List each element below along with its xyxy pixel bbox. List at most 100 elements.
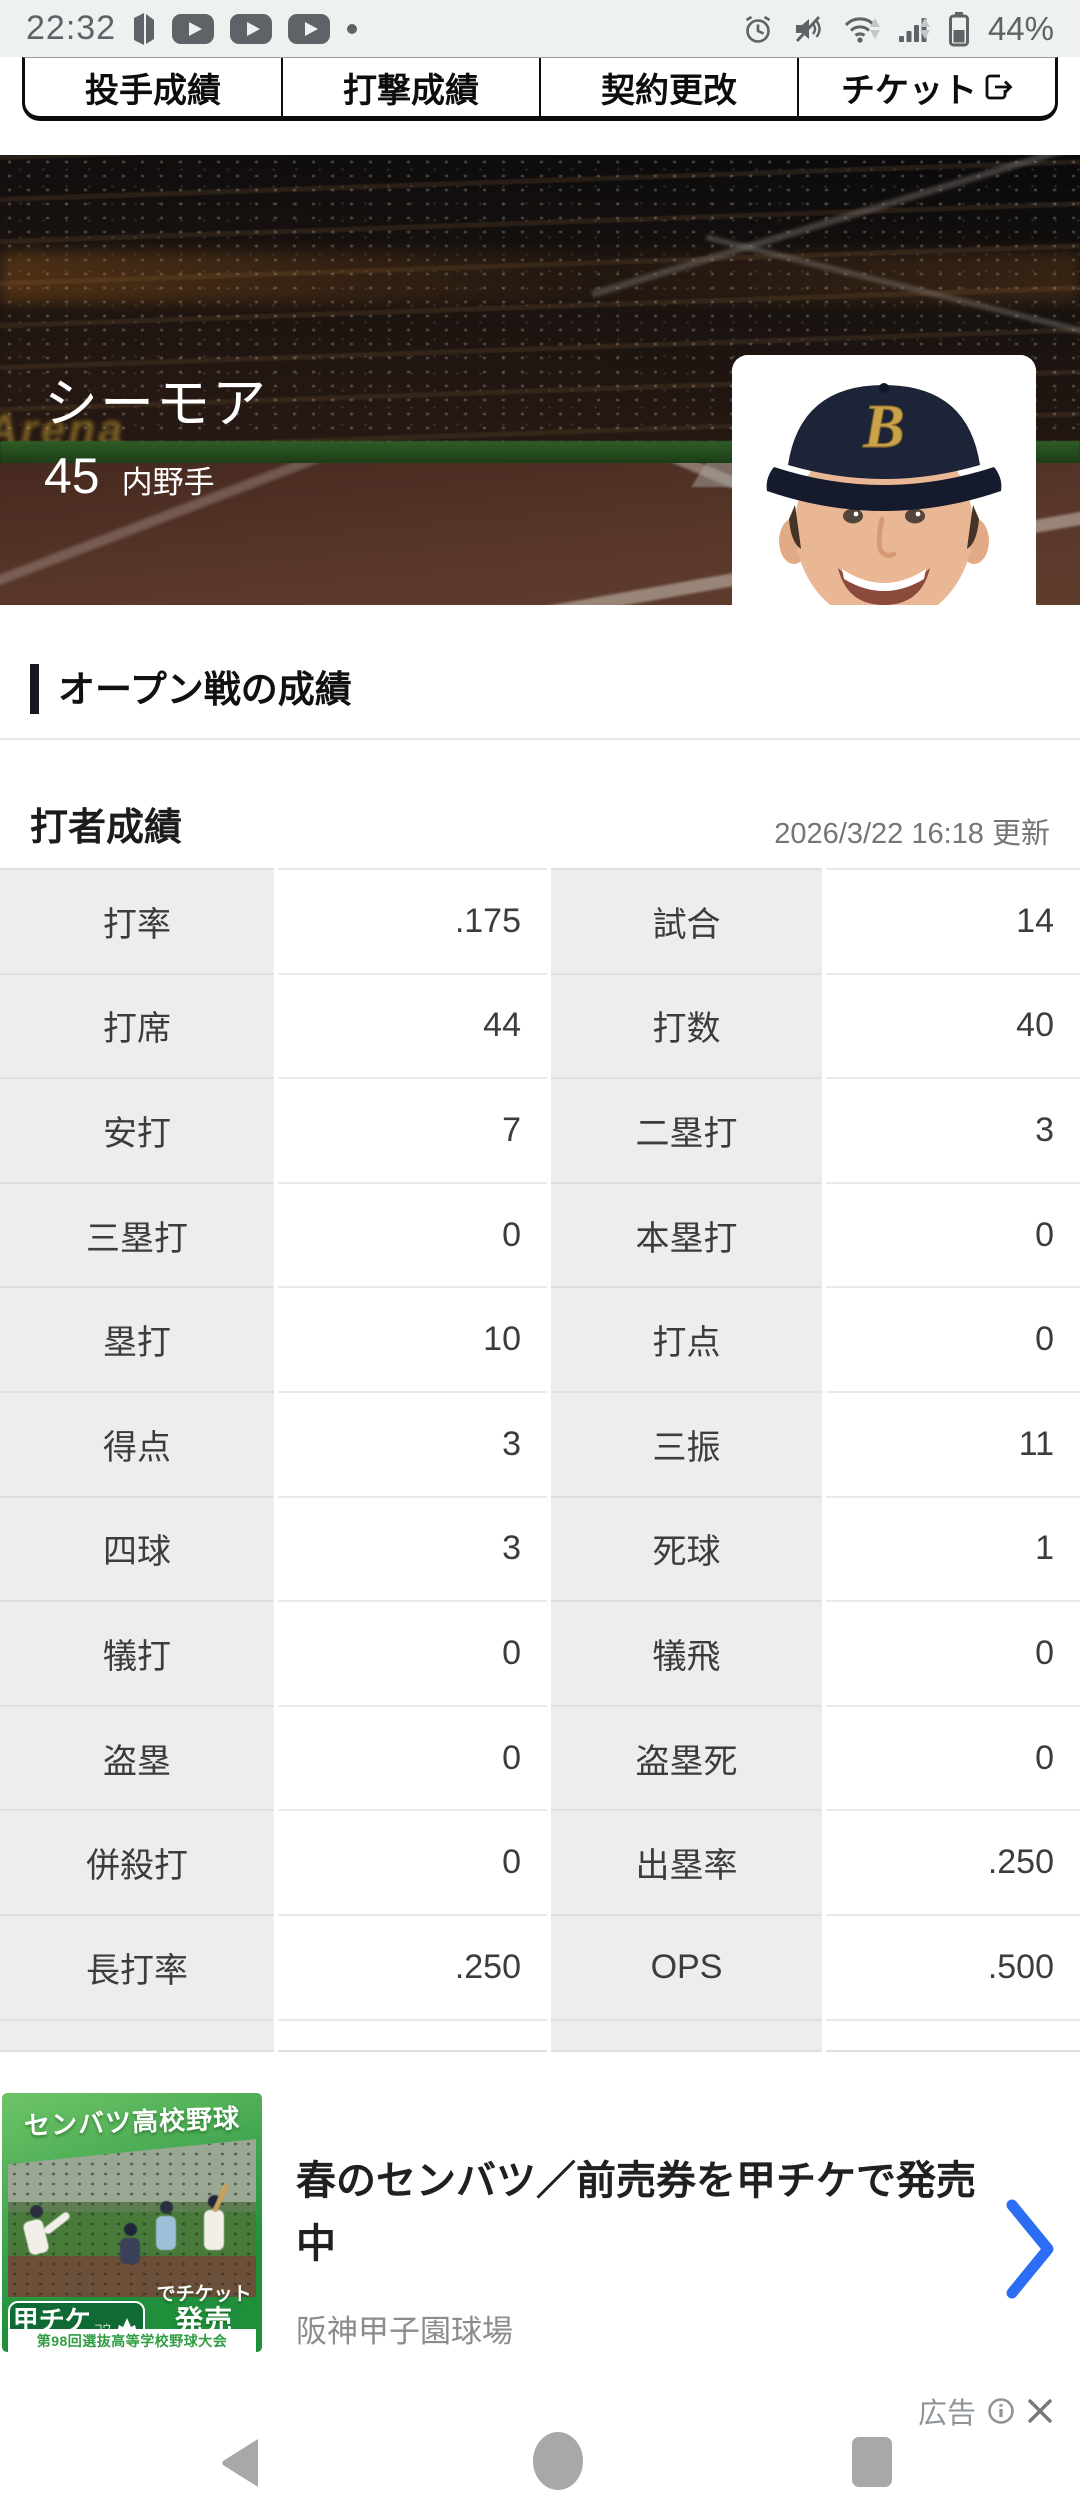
stat-value: 0 bbox=[826, 1600, 1080, 1705]
stat-label: 打数 bbox=[551, 972, 822, 1078]
table-row: 四球 3 死球 1 bbox=[0, 1495, 1080, 1601]
stat-label: 犠飛 bbox=[551, 1600, 822, 1705]
ad-image-footer-text: 第98回選抜高等学校野球大会 bbox=[8, 2329, 256, 2352]
ad-label: 広告 bbox=[917, 2398, 976, 2430]
wifi-activity-arrows bbox=[869, 18, 880, 39]
stat-label: 盗塁 bbox=[0, 1704, 274, 1810]
table-row: 塁打 10 打点 0 bbox=[0, 1286, 1080, 1391]
stat-value: .250 bbox=[278, 1913, 547, 2019]
ad-subtitle: 阪神甲子園球場 bbox=[296, 2314, 513, 2349]
ad-close-icon[interactable] bbox=[1026, 2397, 1054, 2425]
table-row: 長打率 .250 OPS .500 bbox=[0, 1913, 1080, 2019]
stat-value: 3 bbox=[278, 1390, 547, 1496]
tab-label: 打撃成績 bbox=[343, 71, 479, 110]
stat-label bbox=[0, 2018, 274, 2052]
table-row: 打席 44 打数 40 bbox=[0, 972, 1080, 1078]
stat-label: 盗塁死 bbox=[551, 1704, 822, 1810]
kochike-furigana: コウ bbox=[93, 2323, 112, 2333]
player-name: シーモア bbox=[44, 374, 268, 434]
notification-dot-icon bbox=[346, 23, 358, 35]
stat-value: 0 bbox=[826, 1181, 1080, 1287]
clock-text: 22:32 bbox=[26, 9, 117, 47]
status-bar-right: 44% bbox=[742, 10, 1054, 48]
stat-label bbox=[551, 2018, 822, 2052]
tab-tickets[interactable]: チケット bbox=[799, 58, 1055, 116]
table-row: 打率 .175 試合 14 bbox=[0, 868, 1080, 973]
stat-value: 40 bbox=[826, 972, 1080, 1078]
stat-value bbox=[826, 2018, 1080, 2052]
stat-label: 打点 bbox=[551, 1286, 822, 1391]
stat-label: 塁打 bbox=[0, 1286, 274, 1391]
table-row-clipped bbox=[0, 2018, 1080, 2052]
player-number: 45 bbox=[44, 448, 100, 504]
stat-label: 出塁率 bbox=[551, 1809, 822, 1914]
stat-label: OPS bbox=[551, 1913, 822, 2019]
stat-value: 3 bbox=[826, 1077, 1080, 1182]
kochike-logo-text: 甲チケ bbox=[12, 2305, 91, 2335]
table-row: 三塁打 0 本塁打 0 bbox=[0, 1181, 1080, 1287]
signal-icon bbox=[898, 15, 930, 43]
stat-value: 0 bbox=[278, 1704, 547, 1810]
tab-label: 投手成績 bbox=[85, 71, 221, 110]
cap-letter: B bbox=[862, 393, 904, 461]
mute-icon bbox=[792, 14, 824, 44]
stat-label: 四球 bbox=[0, 1495, 274, 1601]
stat-label: 得点 bbox=[0, 1390, 274, 1496]
stat-value: .500 bbox=[826, 1913, 1080, 2019]
android-back-button[interactable] bbox=[218, 2436, 260, 2490]
stat-value: 0 bbox=[278, 1181, 547, 1287]
stat-value: 0 bbox=[826, 1704, 1080, 1810]
ad-title[interactable]: 春のセンバツ／前売券を甲チケで発売中 bbox=[296, 2159, 976, 2266]
stat-label: 併殺打 bbox=[0, 1809, 274, 1914]
section-title: オープン戦の成績 bbox=[58, 669, 352, 710]
stats-updated-timestamp: 2026/3/22 16:18 更新 bbox=[774, 818, 1050, 850]
ad-image-banner-text: センバツ高校野球 bbox=[23, 2102, 241, 2141]
stat-label: 犠打 bbox=[0, 1600, 274, 1705]
stat-value: 44 bbox=[278, 972, 547, 1078]
tab-batting-stats[interactable]: 打撃成績 bbox=[283, 58, 541, 116]
android-recents-button[interactable] bbox=[852, 2437, 892, 2487]
ad-attribution-row: 広告 bbox=[918, 2390, 1054, 2432]
stat-value: .250 bbox=[826, 1809, 1080, 1914]
status-bar: 22:32 bbox=[0, 0, 1080, 57]
tab-pitching-stats[interactable]: 投手成績 bbox=[25, 58, 283, 116]
youtube-icon bbox=[230, 13, 273, 44]
player-photo: B bbox=[732, 355, 1036, 605]
section-title-bar bbox=[30, 664, 39, 714]
stat-value: 0 bbox=[278, 1809, 547, 1914]
table-row: 併殺打 0 出塁率 .250 bbox=[0, 1809, 1080, 1914]
tab-bar: 投手成績 打撃成績 契約更改 チケット bbox=[22, 57, 1058, 121]
stat-label: 二塁打 bbox=[551, 1077, 822, 1182]
android-home-button[interactable] bbox=[533, 2432, 583, 2490]
youtube-icon bbox=[288, 13, 331, 44]
stat-label: 三塁打 bbox=[0, 1181, 274, 1287]
tab-contract-renewal[interactable]: 契約更改 bbox=[541, 58, 799, 116]
stat-value: 11 bbox=[826, 1390, 1080, 1496]
table-row: 犠打 0 犠飛 0 bbox=[0, 1600, 1080, 1705]
batting-stats-table: 打率 .175 試合 14 打席 44 打数 40 安打 7 二塁打 3 三塁打… bbox=[0, 868, 1080, 2052]
wifi-icon bbox=[842, 15, 880, 43]
stat-value: 0 bbox=[278, 1600, 547, 1705]
youtube-icon bbox=[172, 13, 215, 44]
player-number-row: 45 内野手 bbox=[44, 447, 215, 505]
stat-value bbox=[278, 2018, 547, 2052]
stat-value: 14 bbox=[826, 868, 1080, 973]
ad-info-icon[interactable] bbox=[986, 2396, 1016, 2426]
book-icon bbox=[132, 12, 156, 45]
stadium-glow bbox=[0, 251, 1080, 303]
signal-activity-arrows bbox=[919, 18, 930, 39]
chevron-right-icon[interactable] bbox=[1004, 2196, 1056, 2302]
ad-image[interactable]: センバツ高校野球 甲チケ コウ bbox=[2, 2093, 262, 2352]
stat-value: 1 bbox=[826, 1495, 1080, 1601]
player-hero: Arena シーモア 45 内野手 ＋ フォロー bbox=[0, 155, 1080, 605]
tab-label: 契約更改 bbox=[601, 71, 737, 110]
stats-heading: 打者成績 bbox=[30, 807, 183, 849]
batter-figure bbox=[204, 2183, 229, 2250]
ad-image-photo bbox=[8, 2139, 256, 2297]
stat-label: 長打率 bbox=[0, 1913, 274, 2019]
pitcher-figure bbox=[22, 2205, 72, 2256]
stat-label: 死球 bbox=[551, 1495, 822, 1601]
catcher-figure bbox=[120, 2223, 140, 2264]
table-row: 得点 3 三振 11 bbox=[0, 1390, 1080, 1496]
stat-label: 三振 bbox=[551, 1390, 822, 1496]
